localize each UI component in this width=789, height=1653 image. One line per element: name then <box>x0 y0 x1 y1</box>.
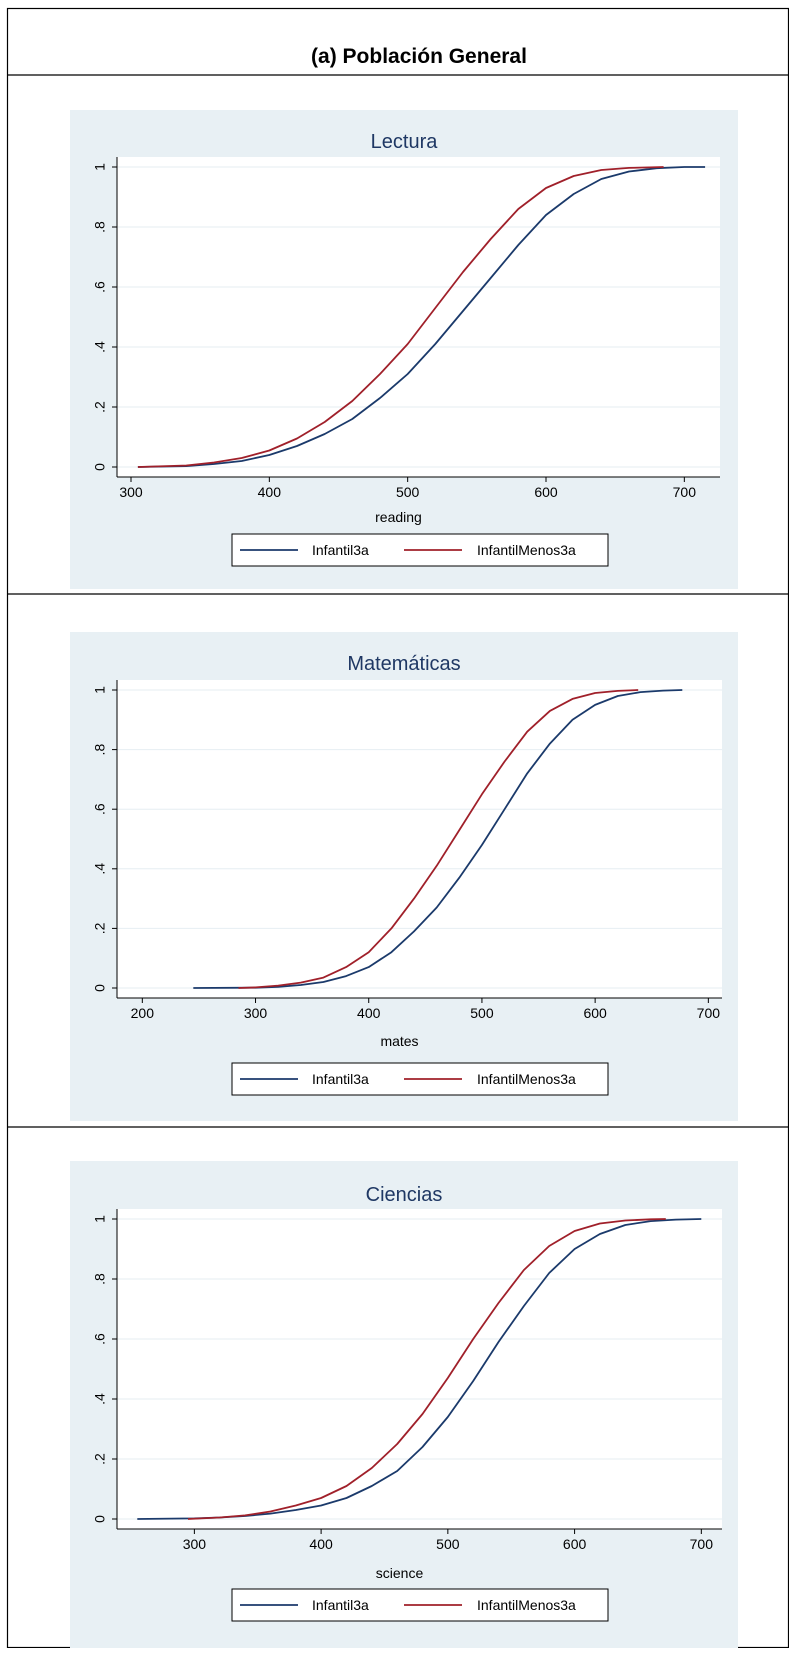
page-title: (a) Población General <box>311 45 527 68</box>
x-tick-label: 700 <box>697 1005 721 1021</box>
y-tick-label: .2 <box>92 1453 108 1465</box>
y-tick-label: 1 <box>92 1215 108 1223</box>
y-tick-label: .6 <box>92 803 108 815</box>
y-tick-label: .8 <box>92 221 108 233</box>
x-tick-label: 300 <box>119 484 143 500</box>
y-tick-label: 0 <box>92 1515 108 1523</box>
charts-group: 0 .2 .4 .6 .8 1 300 400 500 600 700 Lectura reading I… <box>70 110 738 1648</box>
series-line-2 <box>238 689 639 989</box>
x-tick-label: 500 <box>396 484 420 500</box>
series-line-2 <box>187 1218 666 1520</box>
plot-area <box>117 1209 722 1529</box>
y-tick-label: 0 <box>92 463 108 471</box>
x-tick-label: 600 <box>583 1005 607 1021</box>
y-tick-label: .6 <box>92 281 108 293</box>
x-tick-label: 200 <box>131 1005 155 1021</box>
chart-title: Ciencias <box>366 1184 443 1206</box>
chart-1: 0 .2 .4 .6 .8 1 300 400 500 600 700 Lectura reading I… <box>70 110 738 589</box>
legend: Infantil3a InfantilMenos3a <box>231 533 609 567</box>
chart-3: 0 .2 .4 .6 .8 1 300 400 500 600 700 Ciencias science… <box>70 1161 738 1648</box>
x-tick-label: 700 <box>690 1536 714 1552</box>
series-line-1 <box>137 166 706 468</box>
y-tick-label: .8 <box>92 744 108 756</box>
plot-area <box>117 680 722 998</box>
plot-area <box>117 157 720 477</box>
x-axis-label: science <box>376 1565 424 1581</box>
x-tick-label: 400 <box>357 1005 381 1021</box>
y-tick-label: .4 <box>92 1393 108 1405</box>
x-tick-label: 500 <box>436 1536 460 1552</box>
y-tick-label: .2 <box>92 922 108 934</box>
legend-label-2: InfantilMenos3a <box>477 1071 576 1087</box>
x-tick-label: 400 <box>258 484 282 500</box>
x-axis-label: reading <box>375 509 422 525</box>
legend: Infantil3a InfantilMenos3a <box>231 1588 609 1622</box>
legend-label-1: Infantil3a <box>312 1071 369 1087</box>
x-tick-label: 400 <box>309 1536 333 1552</box>
chart-title: Lectura <box>371 131 439 153</box>
y-tick-label: .2 <box>92 401 108 413</box>
series-line-1 <box>193 689 683 989</box>
x-tick-label: 300 <box>183 1536 207 1552</box>
series-line-2 <box>137 166 664 468</box>
legend-label-1: Infantil3a <box>312 542 369 558</box>
x-axis-label: mates <box>380 1033 418 1049</box>
series-line-1 <box>137 1218 702 1520</box>
chart-title: Matemáticas <box>347 653 460 675</box>
x-tick-label: 300 <box>244 1005 268 1021</box>
y-tick-label: 1 <box>92 686 108 694</box>
y-tick-label: .4 <box>92 341 108 353</box>
x-tick-label: 500 <box>470 1005 494 1021</box>
y-tick-label: .6 <box>92 1333 108 1345</box>
x-tick-label: 600 <box>563 1536 587 1552</box>
legend-label-1: Infantil3a <box>312 1597 369 1613</box>
y-tick-label: 1 <box>92 163 108 171</box>
legend: Infantil3a InfantilMenos3a <box>231 1062 609 1096</box>
y-tick-label: 0 <box>92 984 108 992</box>
legend-label-2: InfantilMenos3a <box>477 542 576 558</box>
chart-2: 0 .2 .4 .6 .8 1 200 300 400 500 600 700 Matemáticas m… <box>70 632 738 1121</box>
x-tick-label: 600 <box>534 484 558 500</box>
x-tick-label: 700 <box>673 484 697 500</box>
y-tick-label: .8 <box>92 1273 108 1285</box>
legend-label-2: InfantilMenos3a <box>477 1597 576 1613</box>
y-tick-label: .4 <box>92 863 108 875</box>
